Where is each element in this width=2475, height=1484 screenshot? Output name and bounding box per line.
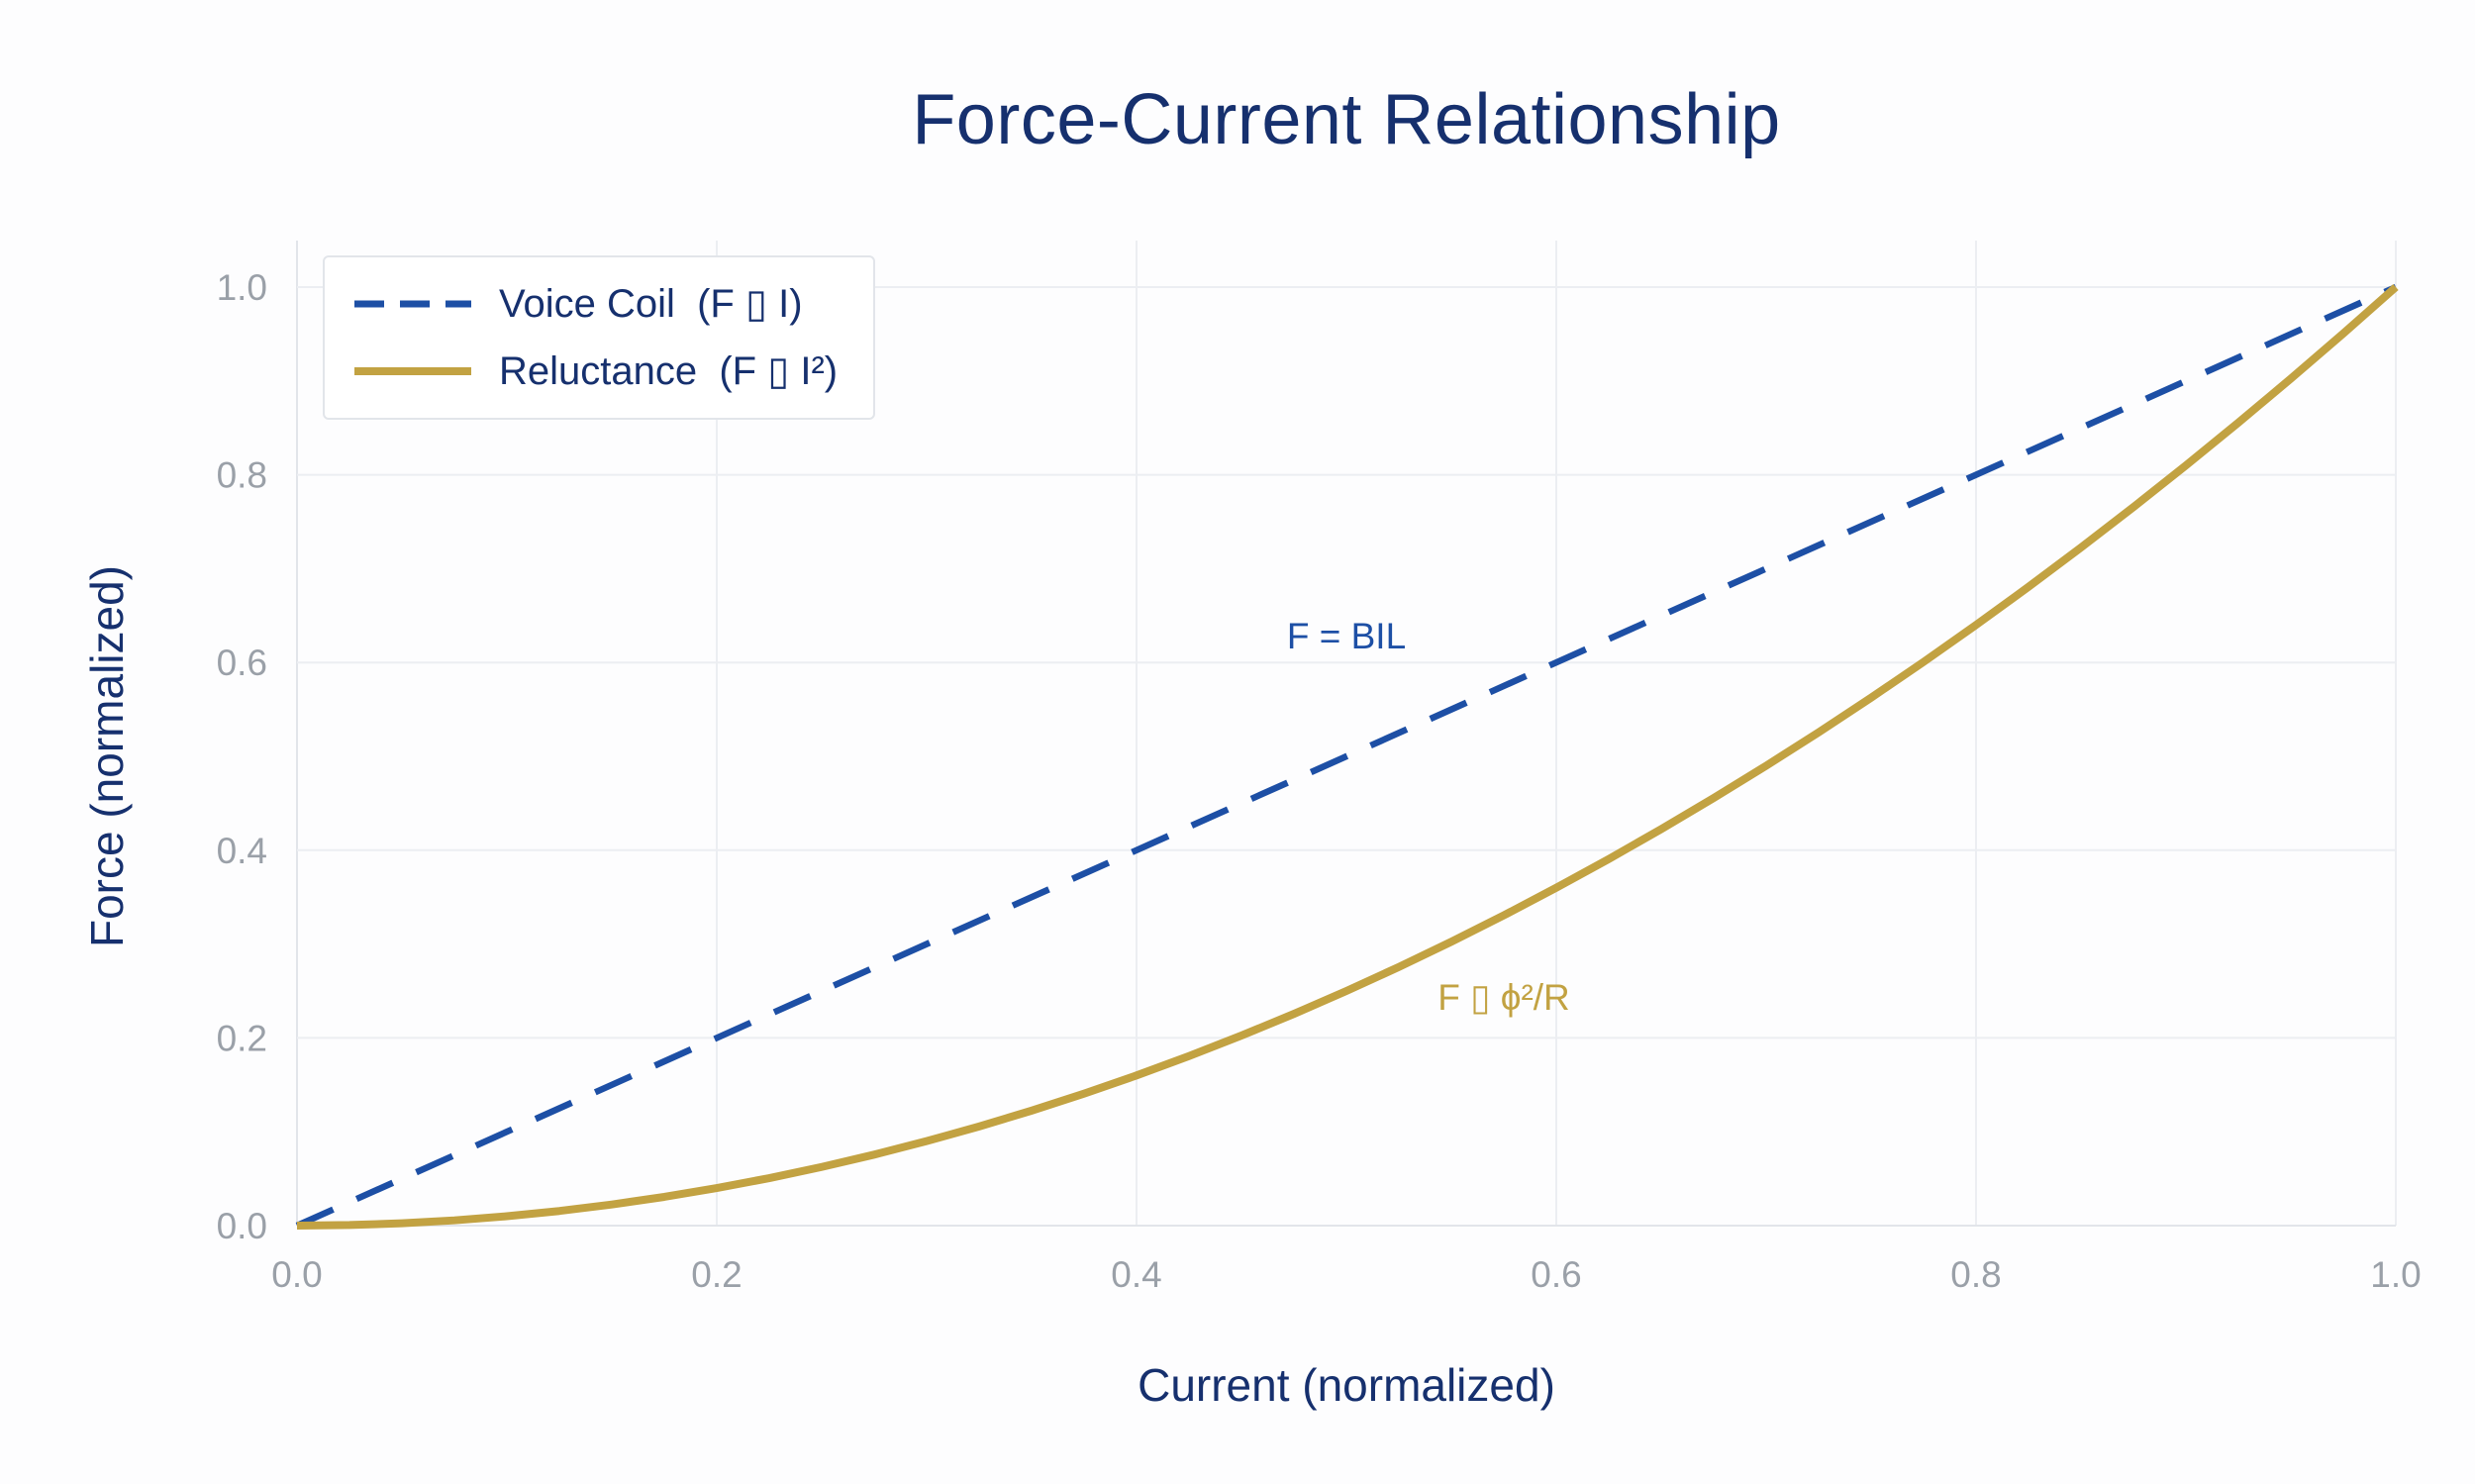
annotation-text: F = BIL: [1287, 616, 1406, 656]
y-tick-label: 0.2: [217, 1018, 267, 1058]
y-tick-label: 0.6: [217, 643, 267, 683]
y-tick-label: 0.8: [217, 455, 267, 496]
x-tick-label: 0.6: [1531, 1254, 1581, 1295]
x-tick-label: 0.0: [271, 1254, 322, 1295]
x-axis-title: Current (normalized): [1138, 1359, 1555, 1411]
x-tick-label: 0.4: [1111, 1254, 1161, 1295]
annotation-text: F ▯ ϕ²/R: [1437, 977, 1570, 1018]
y-tick-label: 0.0: [217, 1206, 267, 1246]
y-tick-label: 0.4: [217, 831, 267, 871]
legend-item-voice-coil: Voice Coil (F ▯ I): [352, 281, 838, 327]
x-tick-label: 0.8: [1950, 1254, 2001, 1295]
legend: Voice Coil (F ▯ I) Reluctance (F ▯ I²): [323, 255, 876, 420]
x-tick-label: 0.2: [691, 1254, 742, 1295]
series-line-0: [295, 284, 2398, 1229]
x-tick-label: 1.0: [2370, 1254, 2421, 1295]
legend-label-voice-coil: Voice Coil (F ▯ I): [499, 282, 803, 326]
legend-item-reluctance: Reluctance (F ▯ I²): [352, 348, 838, 394]
series-line-1: [296, 284, 2399, 1230]
chart-title: Force-Current Relationship: [912, 80, 1781, 159]
legend-label-reluctance: Reluctance (F ▯ I²): [499, 349, 839, 393]
y-tick-label: 1.0: [217, 267, 267, 308]
y-axis-title: Force (normalized): [81, 565, 133, 947]
solid-line-marker: [354, 367, 471, 375]
dashed-line-marker: [354, 300, 471, 308]
